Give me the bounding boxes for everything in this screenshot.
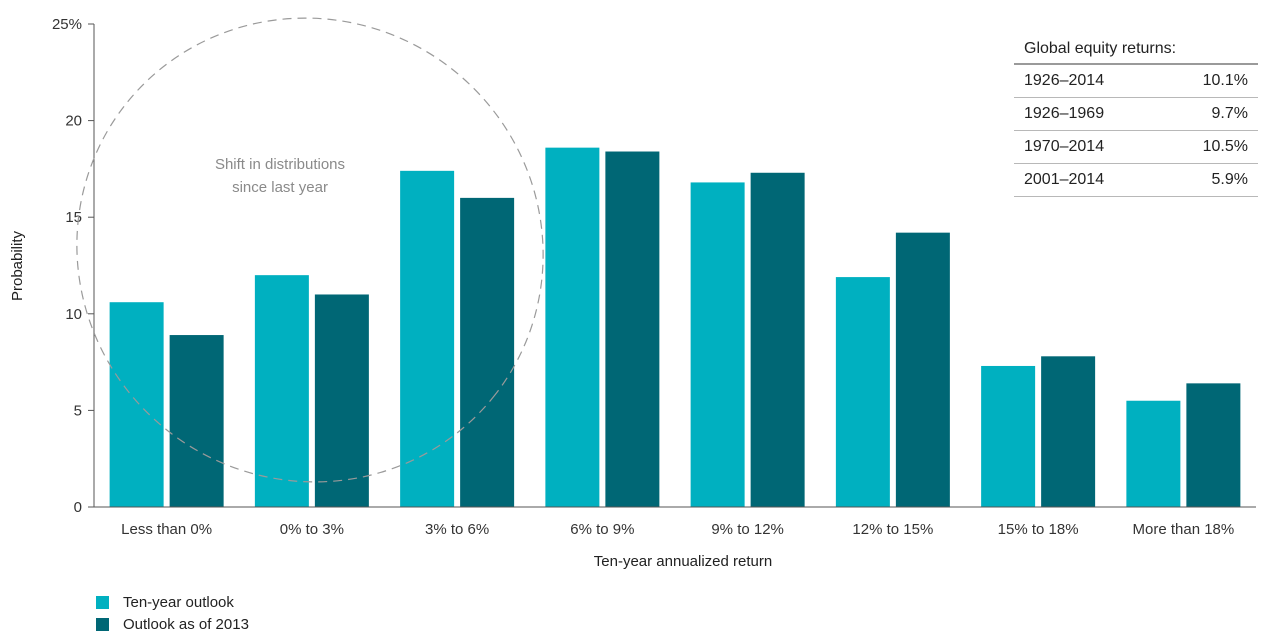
y-axis-title: Probability — [9, 230, 26, 301]
bar-outlook-2013 — [314, 294, 369, 507]
table-row: 2001–2014 5.9% — [1014, 163, 1258, 197]
bar-ten-year-outlook — [1126, 400, 1181, 507]
table-row: 1970–2014 10.5% — [1014, 130, 1258, 164]
table-row: 1926–1969 9.7% — [1014, 97, 1258, 131]
y-tick-label: 10 — [65, 306, 82, 323]
legend-swatch-ten-year-outlook — [96, 595, 109, 609]
legend-swatch-outlook-2013 — [96, 617, 109, 631]
y-tick-label: 5 — [74, 402, 82, 419]
table-row: 1926–2014 10.1% — [1014, 64, 1258, 98]
shift-annotation-ellipse — [76, 17, 544, 483]
global-equity-returns-table: Global equity returns: 1926–2014 10.1% 1… — [1014, 40, 1258, 197]
bar-outlook-2013 — [605, 151, 660, 507]
x-tick-label: 12% to 15% — [852, 521, 933, 538]
bar-outlook-2013 — [895, 232, 950, 507]
bar-outlook-2013 — [460, 197, 515, 507]
y-tick-label: 20 — [65, 113, 82, 130]
x-tick-label: 9% to 12% — [711, 521, 784, 538]
x-tick-label: Less than 0% — [121, 521, 212, 538]
y-tick-label: 0 — [74, 499, 82, 516]
x-tick-label: 6% to 9% — [570, 521, 634, 538]
bar-ten-year-outlook — [400, 170, 455, 507]
legend-label: Outlook as of 2013 — [123, 615, 249, 633]
x-tick-label: 15% to 18% — [998, 521, 1079, 538]
bar-ten-year-outlook — [254, 275, 309, 507]
y-tick-label: 15 — [65, 209, 82, 226]
shift-annotation-line-2: since last year — [232, 179, 328, 196]
period-cell: 1926–2014 — [1014, 64, 1166, 98]
x-axis: Less than 0% 0% to 3% 3% to 6% 6% to 9% 9% t… — [94, 506, 1256, 538]
bar-outlook-2013 — [750, 172, 805, 508]
return-cell: 10.1% — [1165, 64, 1258, 98]
shift-annotation-line-1: Shift in distributions — [215, 156, 345, 173]
legend-label: Ten-year outlook — [123, 593, 234, 611]
x-tick-label: 3% to 6% — [425, 521, 489, 538]
bar-ten-year-outlook — [835, 277, 890, 507]
legend-item-outlook-2013: Outlook as of 2013 — [96, 613, 249, 635]
period-cell: 1970–2014 — [1014, 130, 1166, 164]
period-cell: 1926–1969 — [1014, 97, 1166, 131]
return-cell: 10.5% — [1165, 130, 1258, 164]
bar-outlook-2013 — [1186, 383, 1241, 507]
bar-ten-year-outlook — [981, 365, 1036, 507]
y-axis: 0 5 10 15 20 25% — [52, 16, 95, 516]
bar-outlook-2013 — [1041, 356, 1096, 507]
period-cell: 2001–2014 — [1014, 163, 1166, 197]
bar-ten-year-outlook — [690, 182, 745, 507]
x-tick-label: 0% to 3% — [280, 521, 344, 538]
return-cell: 9.7% — [1165, 97, 1258, 131]
chart-legend: Ten-year outlook Outlook as of 2013 — [96, 591, 249, 635]
bar-outlook-2013 — [169, 335, 224, 507]
bar-ten-year-outlook — [109, 302, 164, 507]
return-cell: 5.9% — [1165, 163, 1258, 197]
bar-chart: 0 5 10 15 20 25% Less than 0% 0% to 3% 3% to 6%… — [9, 16, 1256, 570]
returns-table-title: Global equity returns: — [1014, 40, 1258, 65]
x-axis-title: Ten-year annualized return — [594, 553, 772, 570]
bar-ten-year-outlook — [545, 147, 600, 507]
legend-item-ten-year-outlook: Ten-year outlook — [96, 591, 249, 613]
y-tick-label: 25% — [52, 16, 82, 33]
bars — [109, 147, 1241, 508]
x-tick-label: More than 18% — [1133, 521, 1235, 538]
